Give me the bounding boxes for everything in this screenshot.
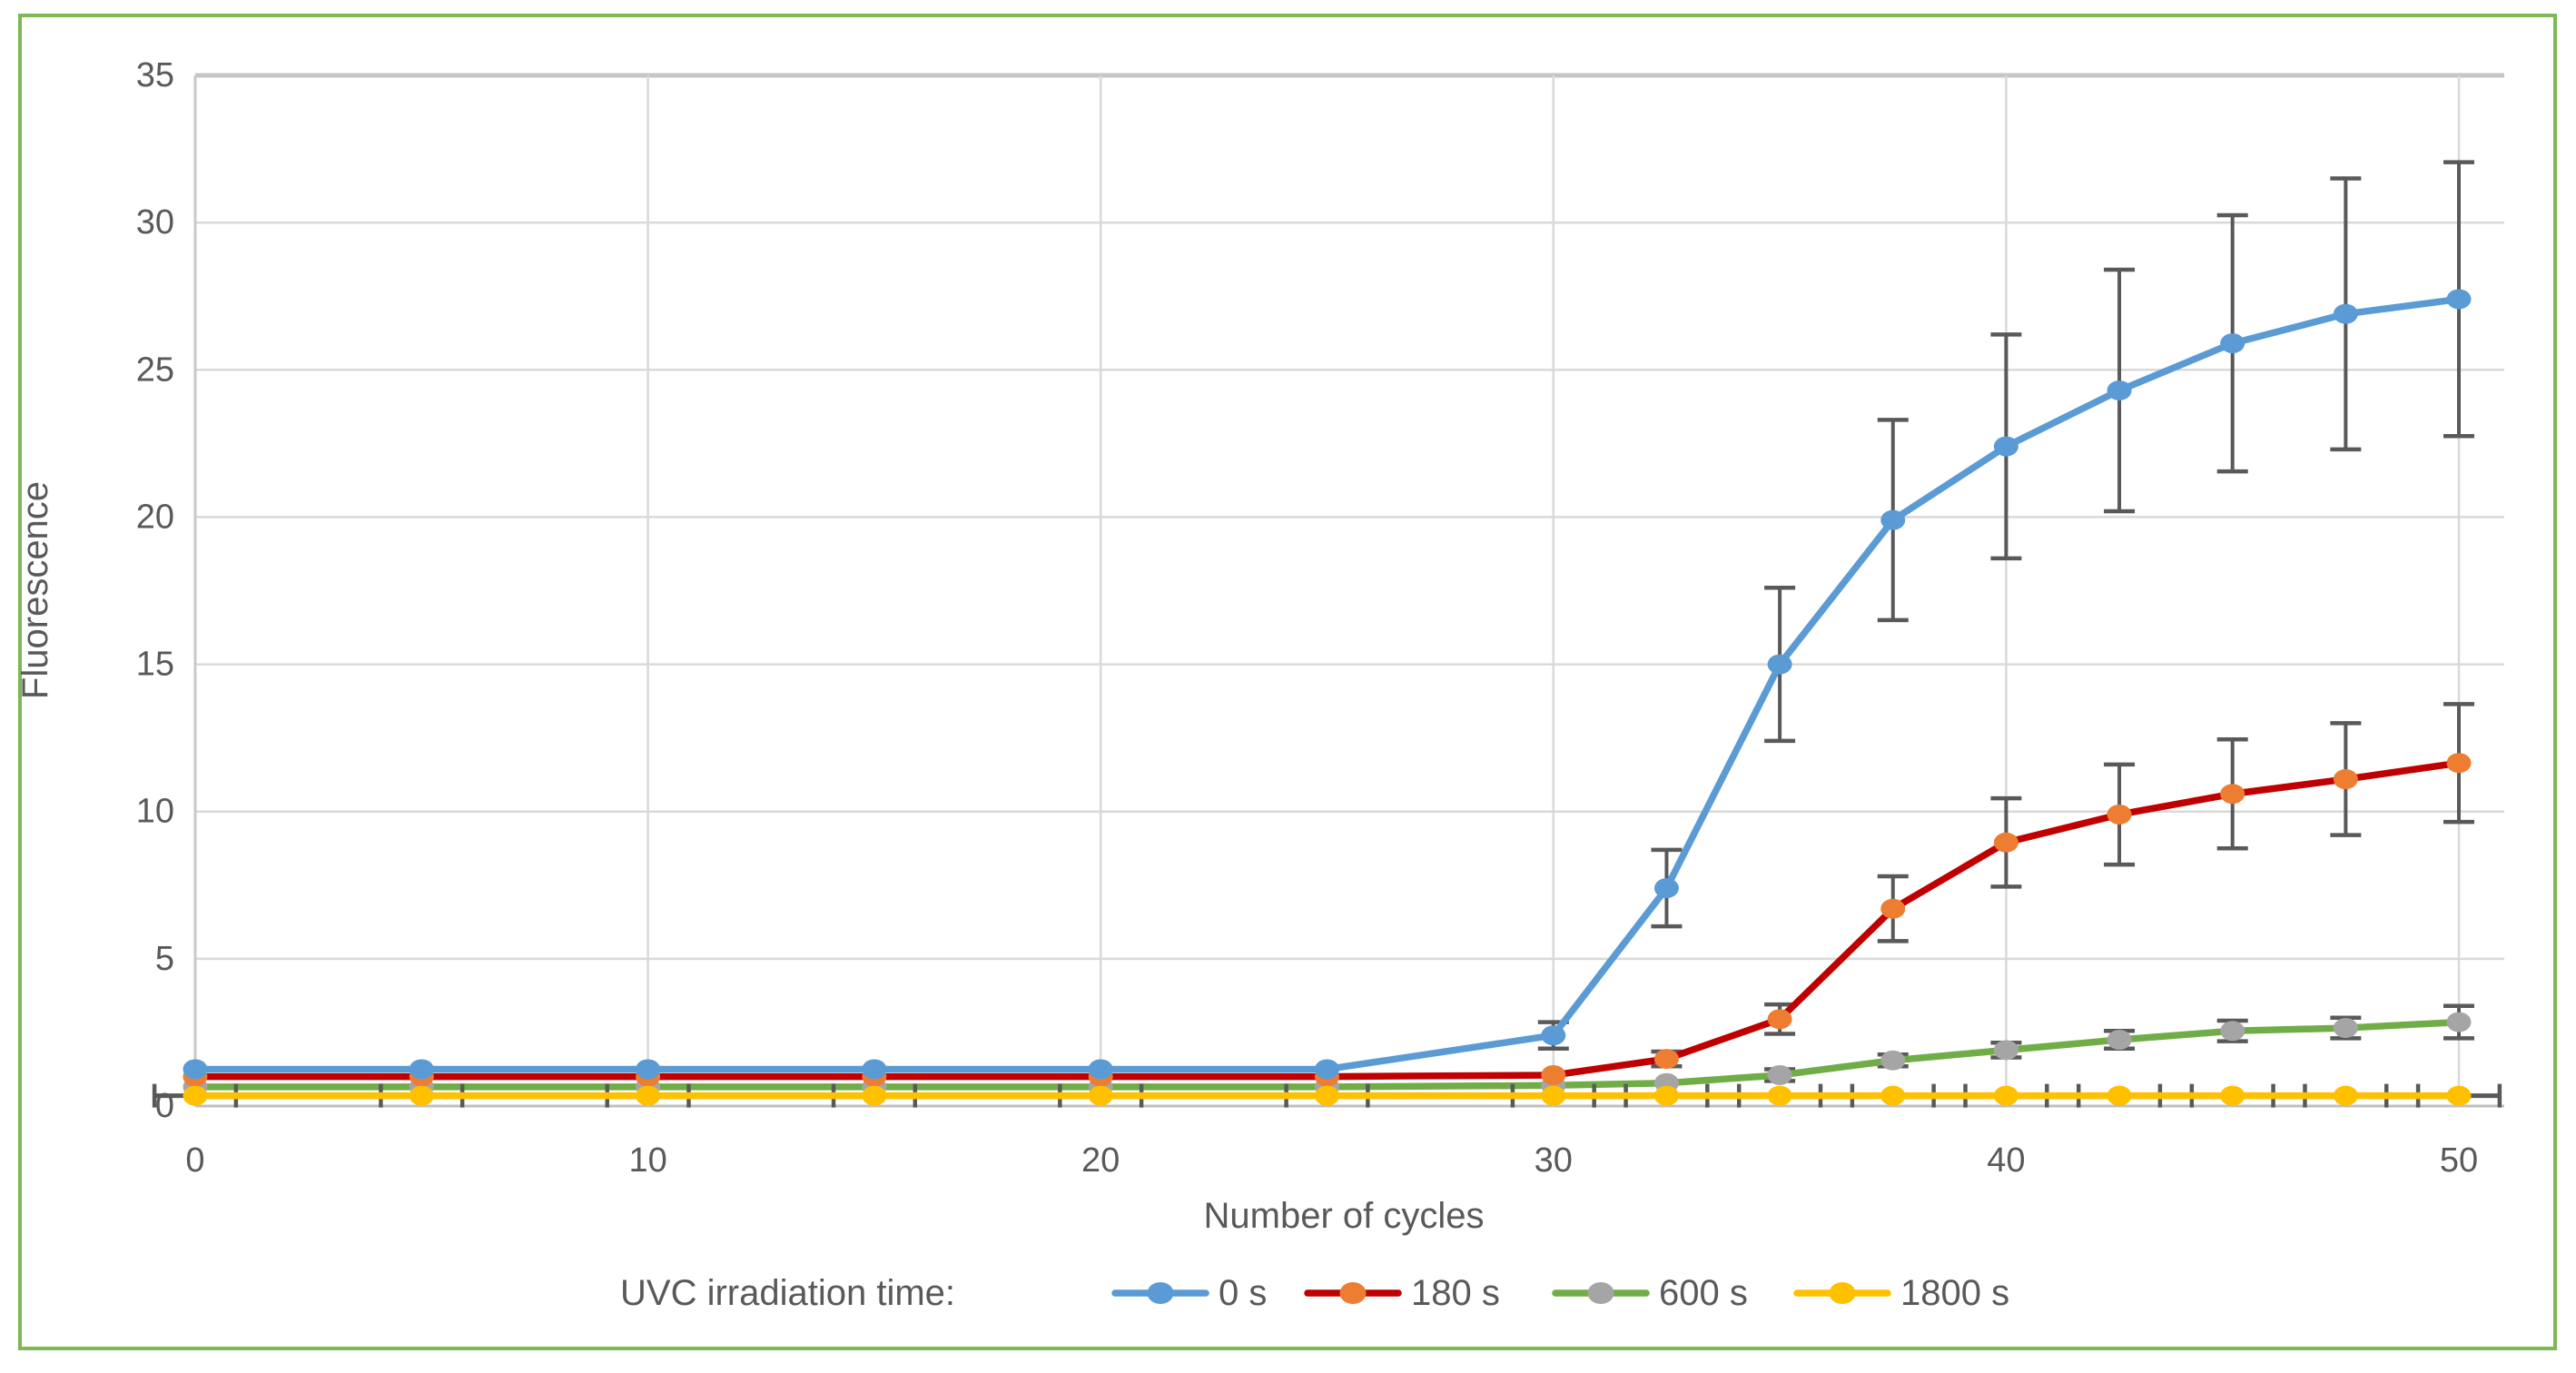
series-marker	[2107, 804, 2132, 825]
series-marker	[636, 1059, 661, 1080]
series-marker	[1767, 1085, 1792, 1106]
series-marker	[2220, 333, 2245, 354]
series-marker	[1653, 1049, 1679, 1070]
y-tick-label: 5	[155, 940, 174, 978]
series-marker	[2333, 303, 2358, 324]
series-marker	[1541, 1085, 1566, 1106]
series-marker	[1315, 1059, 1339, 1080]
y-tick-label: 25	[136, 351, 174, 389]
x-axis-title: Number of cycles	[1204, 1196, 1485, 1236]
series-marker	[2446, 289, 2472, 310]
legend-label: 180 s	[1411, 1273, 1500, 1313]
y-tick-label: 15	[136, 646, 174, 684]
chart-outer-border	[18, 14, 2557, 1350]
legend-swatch-marker	[1147, 1282, 1174, 1304]
legend-label: 0 s	[1219, 1273, 1267, 1313]
series-marker	[1880, 509, 1906, 530]
series-marker	[2446, 1085, 2472, 1106]
series-marker	[1541, 1025, 1566, 1046]
series-marker	[2107, 380, 2132, 400]
series-marker	[409, 1085, 434, 1106]
series-marker	[2333, 769, 2358, 790]
series-marker	[1993, 832, 2018, 853]
legend-label: 600 s	[1659, 1273, 1748, 1313]
series-marker	[409, 1059, 434, 1080]
series-marker	[2333, 1018, 2358, 1039]
y-tick-label: 20	[136, 498, 174, 536]
series-marker	[1088, 1059, 1113, 1080]
series-marker	[1767, 1009, 1792, 1030]
series-marker	[1993, 1085, 2018, 1106]
series-marker	[183, 1059, 208, 1080]
series-marker	[1993, 1040, 2018, 1061]
series-marker	[1880, 1085, 1906, 1106]
series-marker	[2107, 1030, 2132, 1051]
series-marker	[862, 1085, 887, 1106]
x-tick-label: 10	[628, 1141, 666, 1180]
series-marker	[1653, 1085, 1679, 1106]
series-marker	[1767, 654, 1792, 675]
series-0s	[183, 160, 2474, 1080]
y-tick-label: 0	[155, 1087, 174, 1125]
series-marker	[1541, 1064, 1566, 1085]
y-tick-label: 10	[136, 793, 174, 831]
legend: 0 s 180 s 600 s 1800 s	[1111, 1273, 2009, 1313]
series-marker	[2107, 1085, 2132, 1106]
series-marker	[183, 1085, 208, 1106]
series-marker	[1880, 898, 1906, 919]
legend-title: UVC irradiation time:	[620, 1273, 955, 1313]
legend-swatch-marker	[1339, 1282, 1367, 1304]
x-tick-label: 30	[1535, 1141, 1573, 1180]
series-marker	[1993, 436, 2018, 457]
y-tick-label: 35	[136, 56, 174, 94]
legend-swatch-marker	[1829, 1282, 1856, 1304]
series-marker	[862, 1059, 887, 1080]
y-tick-label: 30	[136, 203, 174, 242]
series-marker	[2220, 1085, 2245, 1106]
series-marker	[1315, 1085, 1339, 1106]
series-marker	[1880, 1050, 1906, 1071]
series-marker	[636, 1085, 661, 1106]
legend-swatch-marker	[1587, 1282, 1614, 1304]
y-axis-title: Fluorescence	[15, 481, 55, 699]
series-marker	[1653, 878, 1679, 899]
legend-label: 1800 s	[1900, 1273, 2009, 1313]
x-tick-label: 50	[2440, 1141, 2478, 1180]
series-marker	[1767, 1064, 1792, 1085]
series-marker	[2333, 1085, 2358, 1106]
series-marker	[2446, 1012, 2472, 1032]
series-marker	[1088, 1085, 1113, 1106]
x-tick-label: 20	[1081, 1141, 1120, 1180]
series-marker	[2446, 753, 2472, 774]
series-marker	[2220, 1021, 2245, 1042]
x-tick-label: 40	[1987, 1141, 2025, 1180]
series-1800s	[152, 1083, 2502, 1108]
x-tick-label: 0	[185, 1141, 204, 1180]
series-marker	[2220, 784, 2245, 805]
